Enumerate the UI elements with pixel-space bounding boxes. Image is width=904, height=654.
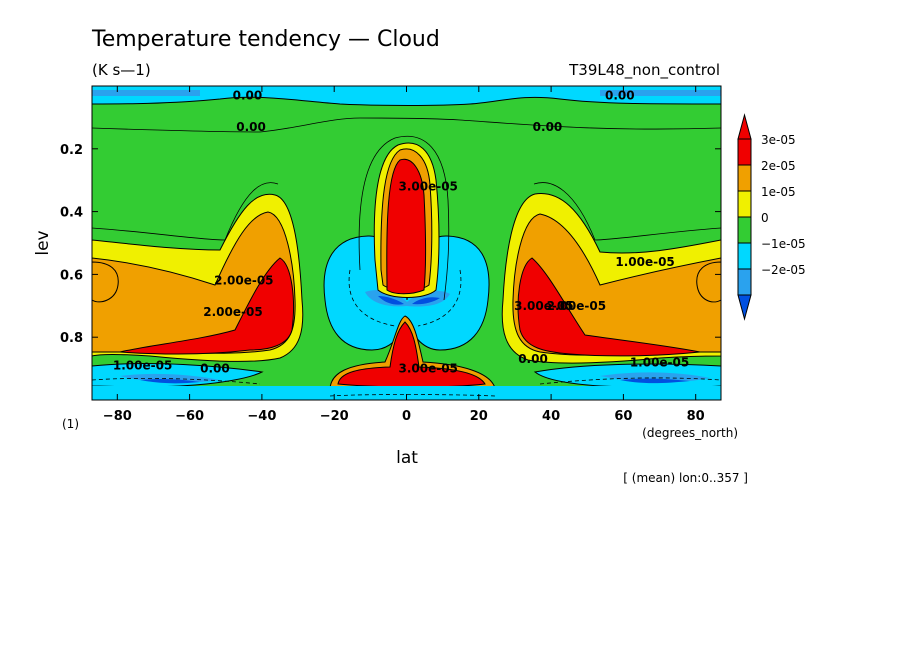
- contour-labels: 0.00 0.00 0.00 0.00 2.00e-05 2.00e-05 2.00e-05…: [113, 88, 689, 375]
- x-tick-label: −40: [247, 409, 276, 424]
- north-pole-orange-cell: [696, 261, 721, 303]
- y-axis-label: lev: [33, 230, 53, 255]
- contour-label: 0.00: [236, 120, 266, 134]
- x-tick-label: 40: [542, 409, 560, 424]
- run-label: T39L48_non_control: [568, 61, 720, 80]
- contour-label: 0.00: [518, 352, 548, 366]
- south-red-region: [119, 257, 294, 355]
- top-negative-strip-right: [600, 90, 721, 96]
- colorbar-label: 1e-05: [761, 185, 796, 199]
- contour-label: 0.00: [605, 88, 635, 102]
- surface-negative-band: [92, 386, 721, 400]
- colorbar-top-arrow: [737, 113, 752, 140]
- units-label: (K s—1): [92, 61, 151, 79]
- contour-label: 2.00e-05: [547, 299, 606, 313]
- colorbar-swatch: [737, 216, 752, 244]
- contour-label: 1.00e-05: [113, 358, 172, 372]
- contour-label: 1.00e-05: [615, 255, 674, 269]
- contour-label: 2.00e-05: [203, 305, 262, 319]
- y-tick-label: 0.2: [60, 143, 83, 158]
- y-tick-label: 0.8: [60, 331, 83, 346]
- x-tick-label: 0: [402, 409, 411, 424]
- x-tick-label: 60: [614, 409, 632, 424]
- contour-label: 1.00e-05: [630, 355, 689, 369]
- x-tick-label: 20: [470, 409, 488, 424]
- x-tick-label: −20: [320, 409, 349, 424]
- colorbar-bottom-arrow: [737, 294, 752, 321]
- contour-label: 0.00: [200, 362, 230, 376]
- surface-strong-negative: [140, 378, 690, 384]
- colorbar-label: −1e-05: [761, 237, 806, 251]
- colorbar-swatch: [737, 164, 752, 192]
- colorbar-swatch: [737, 268, 752, 296]
- north-red-region: [517, 257, 701, 357]
- colorbar-label: 3e-05: [761, 133, 796, 147]
- x-axis-label: lat: [396, 448, 418, 468]
- contour-label: 2.00e-05: [214, 274, 273, 288]
- top-negative-band: [92, 86, 721, 106]
- equatorial-upper-red: [386, 158, 426, 295]
- x-axis-unit-label: (degrees_north): [642, 426, 738, 440]
- colorbar-label: 0: [761, 211, 769, 225]
- chart-title: Temperature tendency — Cloud: [91, 27, 440, 52]
- plot-area: 0.00 0.00 0.00 0.00 2.00e-05 2.00e-05 2.00e-05…: [92, 86, 721, 400]
- contour-label: 3.00e-05: [514, 299, 573, 313]
- contour-label: 3.00e-05: [398, 362, 457, 376]
- footer-label: [ (mean) lon:0..357 ]: [623, 471, 748, 485]
- contour-label: 0.00: [533, 120, 563, 134]
- equatorial-strong-negative: [378, 296, 440, 305]
- x-tick-label: 80: [687, 409, 705, 424]
- colorbar-swatch: [737, 242, 752, 270]
- contour-lines: [92, 117, 721, 397]
- y-corner-label: (1): [62, 417, 79, 431]
- x-axis: −80 −60 −40 −20 0 20 40 60 80: [103, 86, 705, 424]
- colorbar-swatch: [737, 190, 752, 218]
- south-pole-orange-cell: [92, 261, 119, 303]
- colorbar-swatch: [737, 138, 752, 166]
- x-tick-label: −80: [103, 409, 132, 424]
- y-tick-label: 0.4: [60, 206, 83, 221]
- colorbar-label: −2e-05: [761, 263, 806, 277]
- y-tick-label: 0.6: [60, 268, 83, 283]
- y-axis: 0.2 0.4 0.6 0.8: [60, 143, 721, 346]
- top-negative-strip-left: [92, 90, 200, 96]
- colorbar-label: 2e-05: [761, 159, 796, 173]
- contour-label: 3.00e-05: [398, 179, 457, 193]
- colorbar-legend: 3e-05 2e-05 1e-05 0 −1e-05 −2e-05: [737, 113, 806, 321]
- x-tick-label: −60: [175, 409, 204, 424]
- contour-label: 0.00: [233, 88, 263, 102]
